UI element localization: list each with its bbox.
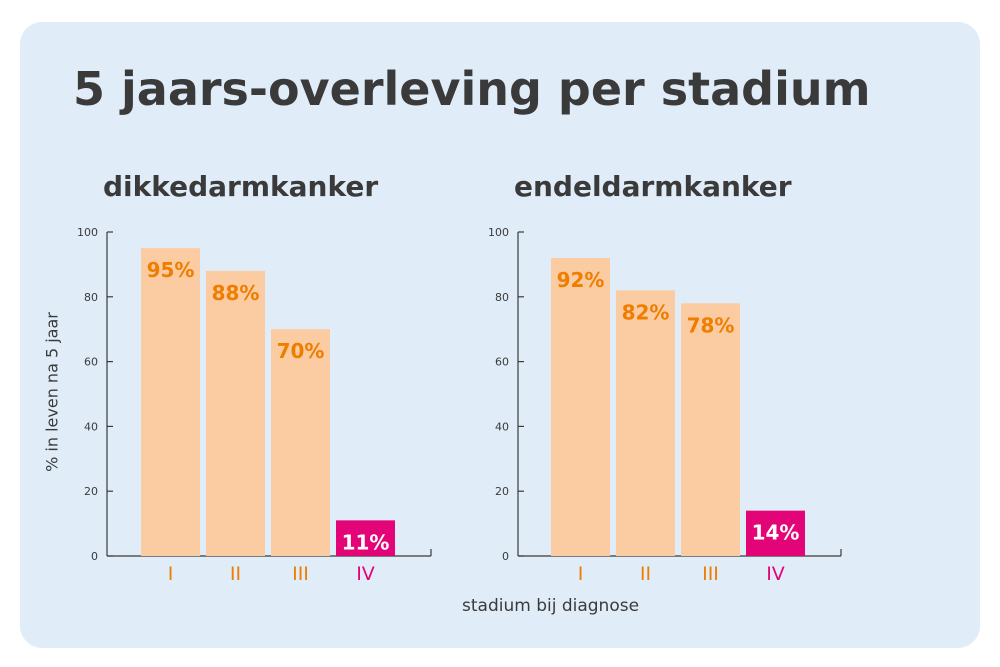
bar-IV [336,520,395,556]
x-tick-label: I [578,563,584,585]
x-tick-label: I [168,563,174,585]
x-tick-label: III [292,563,309,585]
y-tick-label: 20 [84,485,98,498]
bar-III [271,329,330,556]
bar-I [141,248,200,556]
data-label: 88% [212,281,260,305]
x-tick-label: III [702,563,719,585]
bar-IV [746,510,805,556]
x-axis-label: stadium bij diagnose [462,596,640,616]
x-tick-label: IV [356,563,375,585]
page-title: 5 jaars-overleving per stadium [73,62,871,116]
chart-title-dikkedarmkanker: dikkedarmkanker [103,170,379,203]
y-tick-label: 0 [91,550,98,563]
bar-I [551,257,610,556]
x-tick-label: II [640,563,651,585]
bar-II [206,270,265,556]
data-label: 92% [557,268,605,292]
x-tick-label: IV [766,563,785,585]
y-tick-label: 100 [488,226,509,239]
y-tick-label: 100 [77,226,98,239]
y-tick-label: 60 [495,356,509,369]
data-label: 70% [277,339,325,363]
y-tick-label: 80 [84,291,98,304]
data-label: 82% [622,300,670,324]
y-tick-label: 20 [495,485,509,498]
data-label: 78% [687,313,735,337]
data-label: 14% [752,521,800,545]
data-label: 95% [147,258,195,282]
y-tick-label: 40 [495,420,509,433]
y-tick-label: 0 [502,550,509,563]
x-tick-label: II [230,563,241,585]
bar-II [616,290,675,556]
data-label: 11% [342,530,390,554]
y-tick-label: 60 [84,356,98,369]
y-tick-label: 80 [495,291,509,304]
chart-title-endeldarmkanker: endeldarmkanker [514,170,792,203]
bar-III [681,303,740,556]
y-tick-label: 40 [84,420,98,433]
